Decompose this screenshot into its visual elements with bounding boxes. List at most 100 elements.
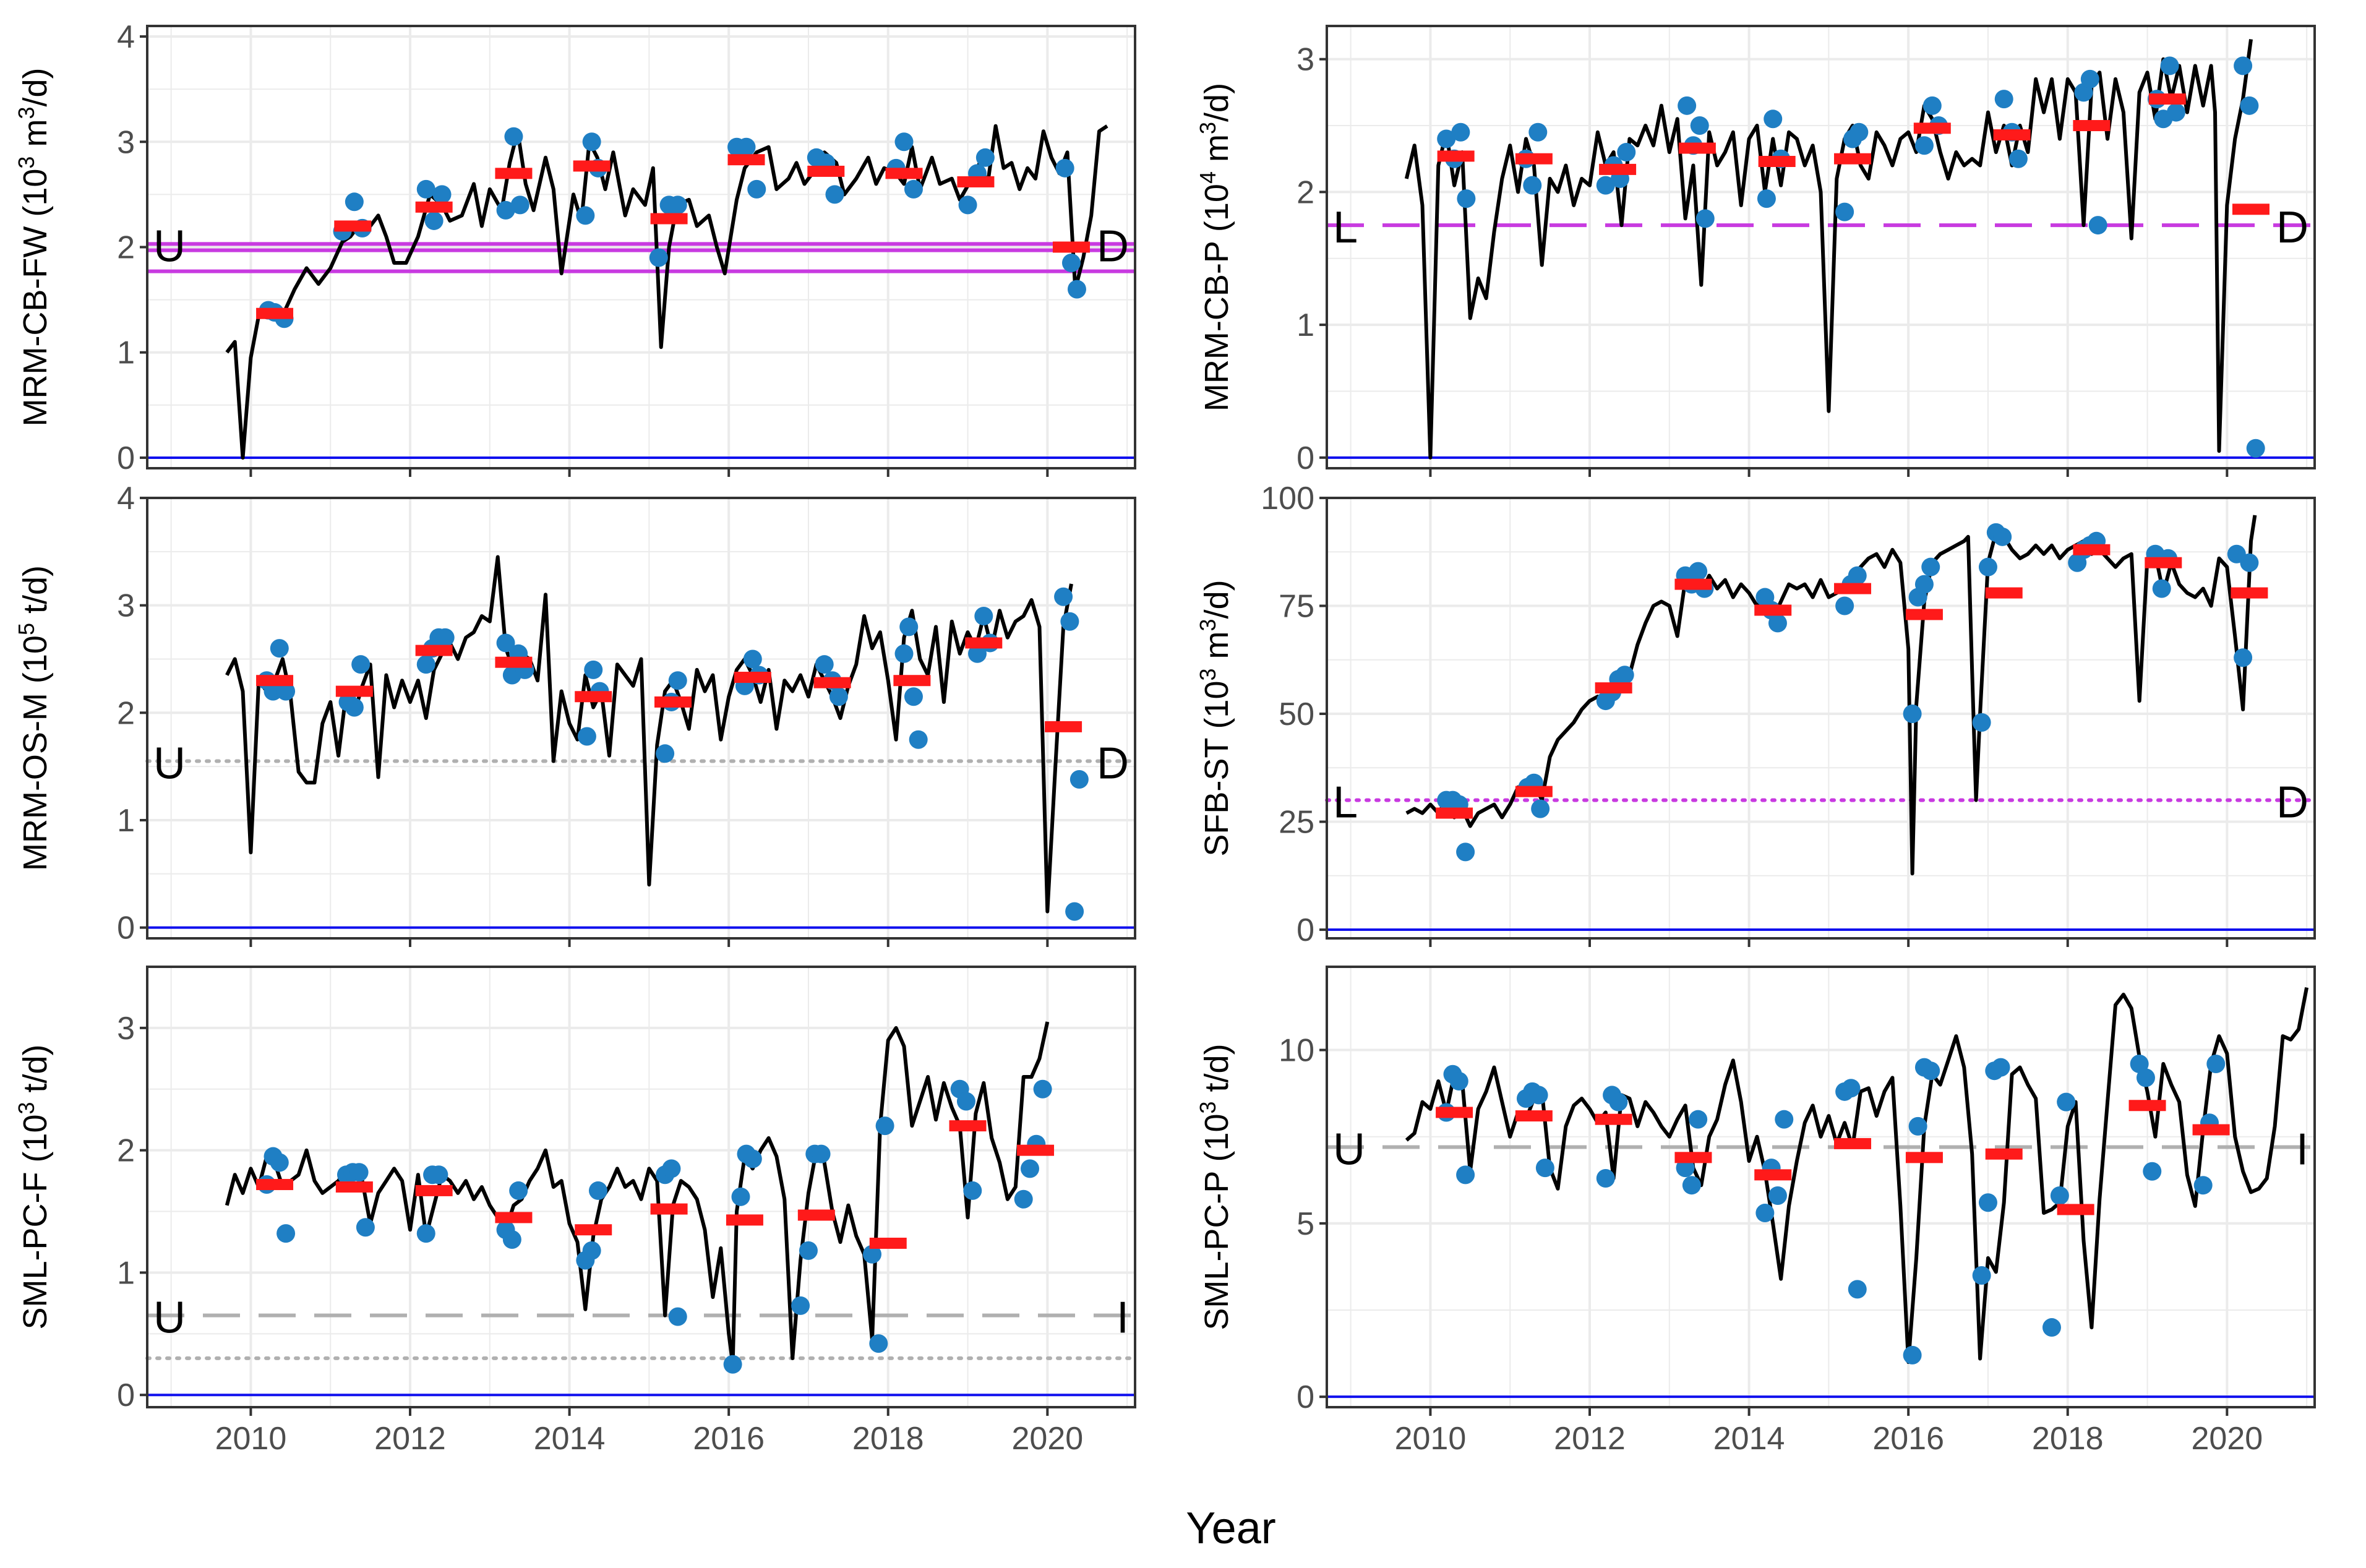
sample-point — [1449, 1072, 1468, 1091]
sample-point — [577, 727, 596, 746]
y-tick-label: 100 — [1261, 481, 1314, 516]
sample-point — [2160, 56, 2179, 75]
sample-point — [1903, 705, 1922, 724]
panel-6: U I 0 5 10 2010 2012 2014 2016 2018 2020 SML-PC-P (… — [1195, 966, 2316, 1457]
right-threshold-label: D — [2276, 778, 2308, 828]
mean-marker — [869, 1237, 907, 1249]
y-axis-title-part: t/d) — [17, 1044, 54, 1102]
sample-point — [1069, 769, 1089, 789]
panel-border — [1326, 966, 2316, 1408]
sample-point — [1457, 189, 1476, 208]
y-tick-label: 0 — [117, 1377, 135, 1413]
mean-marker — [256, 675, 294, 687]
mean-marker — [415, 201, 453, 213]
right-threshold-label: I — [2296, 1125, 2308, 1175]
sample-point — [416, 179, 435, 199]
sample-point — [276, 682, 296, 701]
sample-point — [723, 1355, 742, 1374]
y-axis-title-part: MRM-OS-M (10 — [17, 635, 54, 871]
y-tick-label: 10 — [1279, 1033, 1314, 1069]
y-axis-title-part: /d) — [1198, 83, 1235, 122]
sample-point — [1914, 575, 1934, 594]
y-tick-label: 0 — [1297, 1379, 1314, 1415]
right-threshold-label: D — [1097, 739, 1129, 788]
sample-point — [829, 687, 848, 706]
panel-border — [146, 497, 1136, 940]
sample-point — [799, 1241, 818, 1260]
mean-marker — [2231, 587, 2268, 599]
mean-marker — [1052, 241, 1090, 253]
mean-marker — [2145, 557, 2182, 568]
series-line — [1404, 39, 2253, 460]
y-tick-label: 3 — [117, 124, 135, 160]
mean-marker — [2128, 1100, 2166, 1112]
mean-marker — [727, 154, 765, 166]
sample-point — [1850, 122, 1869, 142]
x-tick-label: 2018 — [2032, 1421, 2104, 1457]
y-axis-title-superscript: 3 — [14, 1102, 39, 1114]
y-tick-label: 0 — [117, 910, 135, 946]
right-threshold-label: I — [1117, 1293, 1129, 1343]
sample-point — [1676, 1159, 1695, 1178]
mean-marker — [1437, 150, 1475, 162]
x-tick-label: 2014 — [1713, 1421, 1785, 1457]
panel-border — [1326, 497, 2316, 940]
panel-border — [1326, 25, 2316, 469]
y-axis-title: SML-PC-P (103 t/d) — [1195, 1043, 1236, 1330]
sample-point — [1972, 713, 1991, 732]
mean-marker — [957, 176, 995, 187]
sample-point — [435, 628, 455, 647]
sample-point — [743, 1149, 762, 1168]
mean-marker — [650, 1203, 688, 1215]
sample-point — [668, 195, 687, 215]
y-axis-title-part: MRM-CB-FW (10 — [17, 169, 54, 427]
sample-point — [958, 195, 977, 215]
mean-marker — [1905, 609, 1943, 620]
sample-point — [356, 1218, 375, 1237]
sample-point — [582, 1241, 601, 1260]
mean-marker — [949, 1120, 987, 1132]
y-axis-title-part: m — [1198, 631, 1235, 668]
mean-marker — [654, 696, 692, 708]
y-axis-title-part: m — [17, 119, 54, 156]
sample-point — [1596, 176, 1615, 195]
mean-marker — [1017, 1144, 1055, 1156]
sample-point — [956, 1092, 975, 1111]
sample-point — [270, 639, 289, 658]
y-tick-label: 0 — [1297, 440, 1314, 476]
sample-point — [2042, 1318, 2061, 1337]
mean-marker — [415, 645, 453, 656]
sample-point — [2234, 648, 2253, 667]
plot-background — [1327, 498, 2315, 938]
sample-point — [2206, 1054, 2226, 1073]
sample-point — [270, 1153, 289, 1172]
y-tick-label: 2 — [117, 1133, 135, 1169]
right-threshold-label: D — [2276, 203, 2308, 252]
mean-marker — [1834, 583, 1872, 594]
sample-point — [1609, 1092, 1628, 1112]
panel-3: U D 0 1 2 3 4 MRM-OS-M (105 t/d) — [14, 481, 1137, 947]
sample-point — [1978, 1193, 1997, 1212]
sample-point — [1921, 557, 1940, 576]
sample-point — [1903, 1345, 1922, 1365]
sample-point — [894, 132, 914, 152]
y-axis-title-part: SFB-ST (10 — [1198, 681, 1235, 857]
sample-point — [1835, 202, 1854, 221]
y-tick-label: 75 — [1279, 589, 1314, 625]
sample-point — [899, 617, 919, 636]
sample-point — [416, 1224, 435, 1243]
sample-point — [1978, 557, 1997, 576]
sample-point — [1528, 122, 1548, 142]
left-threshold-label: U — [1333, 1125, 1365, 1175]
y-axis-title-part: /d) — [17, 67, 54, 106]
mean-marker — [1985, 1148, 2023, 1160]
sample-point — [510, 195, 529, 215]
sample-point — [2130, 1054, 2149, 1073]
sample-point — [662, 1159, 681, 1178]
sample-point — [2234, 56, 2253, 75]
mean-marker — [1436, 807, 1473, 819]
sample-point — [2240, 553, 2259, 572]
sample-point — [668, 671, 687, 690]
sample-point — [1014, 1189, 1033, 1209]
